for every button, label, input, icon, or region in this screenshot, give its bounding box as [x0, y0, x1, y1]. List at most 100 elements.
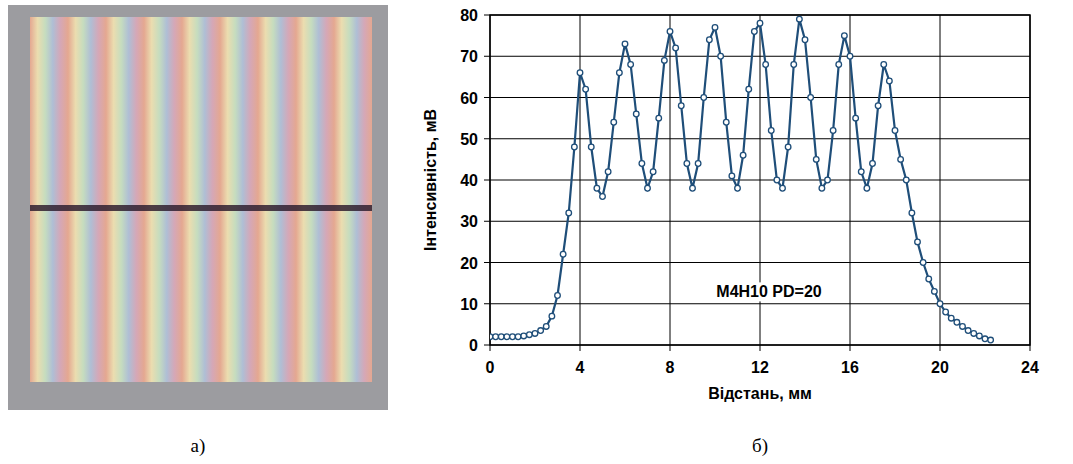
panel-label: а) — [191, 435, 206, 457]
data-point — [600, 194, 606, 200]
data-point — [932, 289, 938, 295]
data-point — [510, 334, 516, 340]
tick-label: 0 — [486, 359, 495, 376]
data-point — [605, 169, 611, 175]
data-point — [729, 173, 735, 179]
photo-background — [8, 5, 388, 410]
tick-mark — [484, 56, 490, 57]
data-point — [662, 58, 668, 64]
tick-mark — [670, 345, 671, 351]
tick-label: 24 — [1021, 359, 1039, 376]
data-point — [521, 333, 527, 339]
data-point — [611, 119, 617, 125]
tick-label: 16 — [841, 359, 859, 376]
data-point — [583, 86, 589, 92]
annotation-background — [713, 282, 824, 301]
data-point — [538, 328, 544, 334]
figure: а)0102030405060708004812162024M4H10 PD=2… — [0, 0, 1073, 464]
tick-label: 0 — [469, 337, 478, 354]
data-point — [656, 115, 662, 121]
data-point — [937, 301, 943, 307]
data-point — [808, 95, 814, 101]
data-point — [633, 111, 639, 117]
data-point — [667, 29, 673, 35]
data-point — [555, 293, 561, 299]
data-point — [752, 29, 758, 35]
data-point — [977, 333, 983, 339]
data-point — [678, 103, 684, 109]
data-point — [853, 115, 859, 121]
tick-mark — [484, 180, 490, 181]
data-point — [915, 239, 921, 245]
data-point — [909, 210, 915, 216]
tick-label: 70 — [460, 48, 478, 65]
data-point — [707, 37, 713, 43]
data-point — [684, 161, 690, 167]
tick-label: 30 — [460, 213, 478, 230]
data-point — [588, 144, 594, 150]
plot-area — [490, 15, 1030, 345]
data-point — [650, 169, 656, 175]
data-point — [858, 169, 864, 175]
tick-label: 12 — [751, 359, 769, 376]
data-point — [622, 41, 628, 47]
data-point — [498, 334, 504, 340]
tick-mark — [484, 345, 490, 346]
data-point — [543, 324, 549, 330]
axis-title: Інтенсивність, мВ — [422, 109, 439, 251]
tick-mark — [1030, 345, 1031, 351]
tick-mark — [580, 345, 581, 351]
data-point — [881, 62, 887, 68]
tick-label: 4 — [576, 359, 585, 376]
data-point — [594, 185, 600, 191]
plot-frame — [490, 15, 1030, 345]
tick-mark — [484, 138, 490, 139]
tick-mark — [940, 345, 941, 351]
data-point — [504, 334, 510, 340]
data-point — [532, 331, 538, 337]
data-line — [490, 19, 991, 340]
tick-mark — [484, 97, 490, 98]
data-point — [723, 119, 729, 125]
data-point — [735, 185, 741, 191]
data-point — [926, 276, 932, 282]
tick-label: 50 — [460, 131, 478, 148]
data-point — [763, 62, 769, 68]
data-point — [802, 37, 808, 43]
data-point — [864, 185, 870, 191]
data-point — [791, 62, 797, 68]
data-point — [971, 331, 977, 337]
data-point — [847, 53, 853, 59]
tick-mark — [484, 262, 490, 263]
tick-mark — [490, 345, 491, 351]
data-point — [515, 334, 521, 340]
data-point — [892, 128, 898, 134]
data-point — [527, 332, 533, 338]
grid — [484, 15, 1030, 351]
data-point — [757, 20, 763, 26]
data-point — [493, 334, 499, 340]
fringe-pattern — [30, 17, 372, 382]
data-point — [965, 328, 971, 334]
data-point — [836, 62, 842, 68]
data-point — [780, 185, 786, 191]
annotation: M4H10 PD=20 — [716, 283, 821, 300]
data-point — [825, 177, 831, 183]
data-point — [695, 161, 701, 167]
data-point — [948, 315, 954, 321]
data-point — [887, 78, 893, 84]
data-point — [549, 313, 555, 319]
data-point — [797, 16, 803, 22]
data-point — [617, 70, 623, 76]
data-point — [785, 144, 791, 150]
data-point — [712, 25, 718, 31]
data-point — [768, 128, 774, 134]
data-point — [842, 33, 848, 39]
data-point — [875, 103, 881, 109]
data-point — [982, 336, 988, 342]
grid-line — [940, 15, 941, 345]
data-point — [566, 210, 572, 216]
data-point — [718, 53, 724, 59]
tick-label: 20 — [460, 255, 478, 272]
data-point — [870, 161, 876, 167]
